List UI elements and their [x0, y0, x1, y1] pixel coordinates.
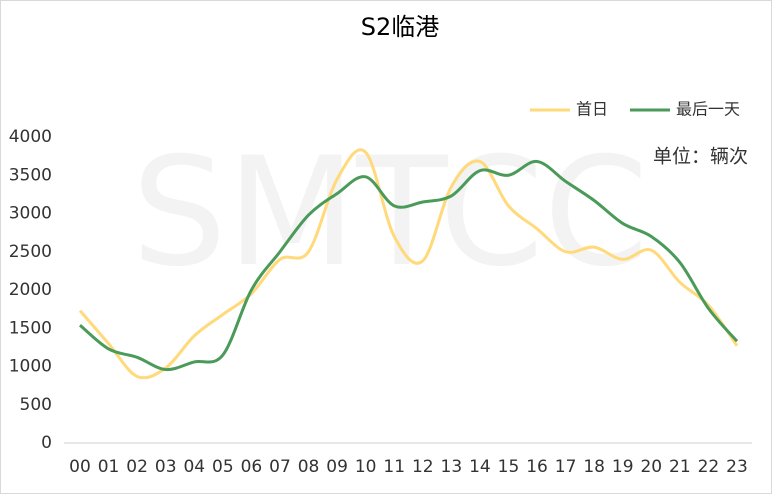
x-tick-label: 18 [583, 457, 605, 477]
x-tick-label: 19 [612, 457, 634, 477]
x-tick-label: 13 [441, 457, 463, 477]
x-tick-label: 16 [526, 457, 548, 477]
x-tick-label: 15 [498, 457, 520, 477]
chart-title: S2临港 [361, 13, 440, 41]
x-tick-label: 20 [640, 457, 662, 477]
x-tick-label: 04 [183, 457, 205, 477]
x-tick-label: 08 [298, 457, 320, 477]
line-series [79, 159, 739, 372]
watermark: SMTCC [132, 126, 649, 300]
x-tick-label: 23 [726, 457, 748, 477]
x-tick-label: 07 [269, 457, 291, 477]
x-tick-label: 10 [355, 457, 377, 477]
x-tick-label: 00 [69, 457, 91, 477]
y-tick-label: 0 [41, 433, 52, 453]
x-tick-label: 21 [669, 457, 691, 477]
x-tick-label: 03 [155, 457, 177, 477]
x-tick-label: 17 [555, 457, 577, 477]
y-tick-label: 2000 [9, 280, 52, 300]
x-tick-label: 22 [698, 457, 720, 477]
x-tick-label: 05 [212, 457, 234, 477]
x-tick-label: 02 [126, 457, 148, 477]
legend-label: 首日 [576, 100, 608, 119]
y-tick-label: 3500 [9, 165, 52, 185]
line-series [78, 148, 739, 380]
x-tick-label: 11 [383, 457, 405, 477]
x-tick-label: 01 [98, 457, 120, 477]
x-tick-label: 12 [412, 457, 434, 477]
y-tick-label: 1000 [9, 357, 52, 377]
legend-label: 最后一天 [676, 100, 740, 119]
x-tick-label: 09 [326, 457, 348, 477]
unit-label: 单位：辆次 [653, 146, 748, 168]
y-tick-label: 1500 [9, 318, 52, 338]
x-tick-label: 06 [241, 457, 263, 477]
y-tick-label: 3000 [9, 204, 52, 224]
y-tick-label: 500 [20, 395, 52, 415]
y-tick-label: 4000 [9, 127, 52, 147]
y-tick-label: 2500 [9, 242, 52, 262]
x-tick-label: 14 [469, 457, 491, 477]
